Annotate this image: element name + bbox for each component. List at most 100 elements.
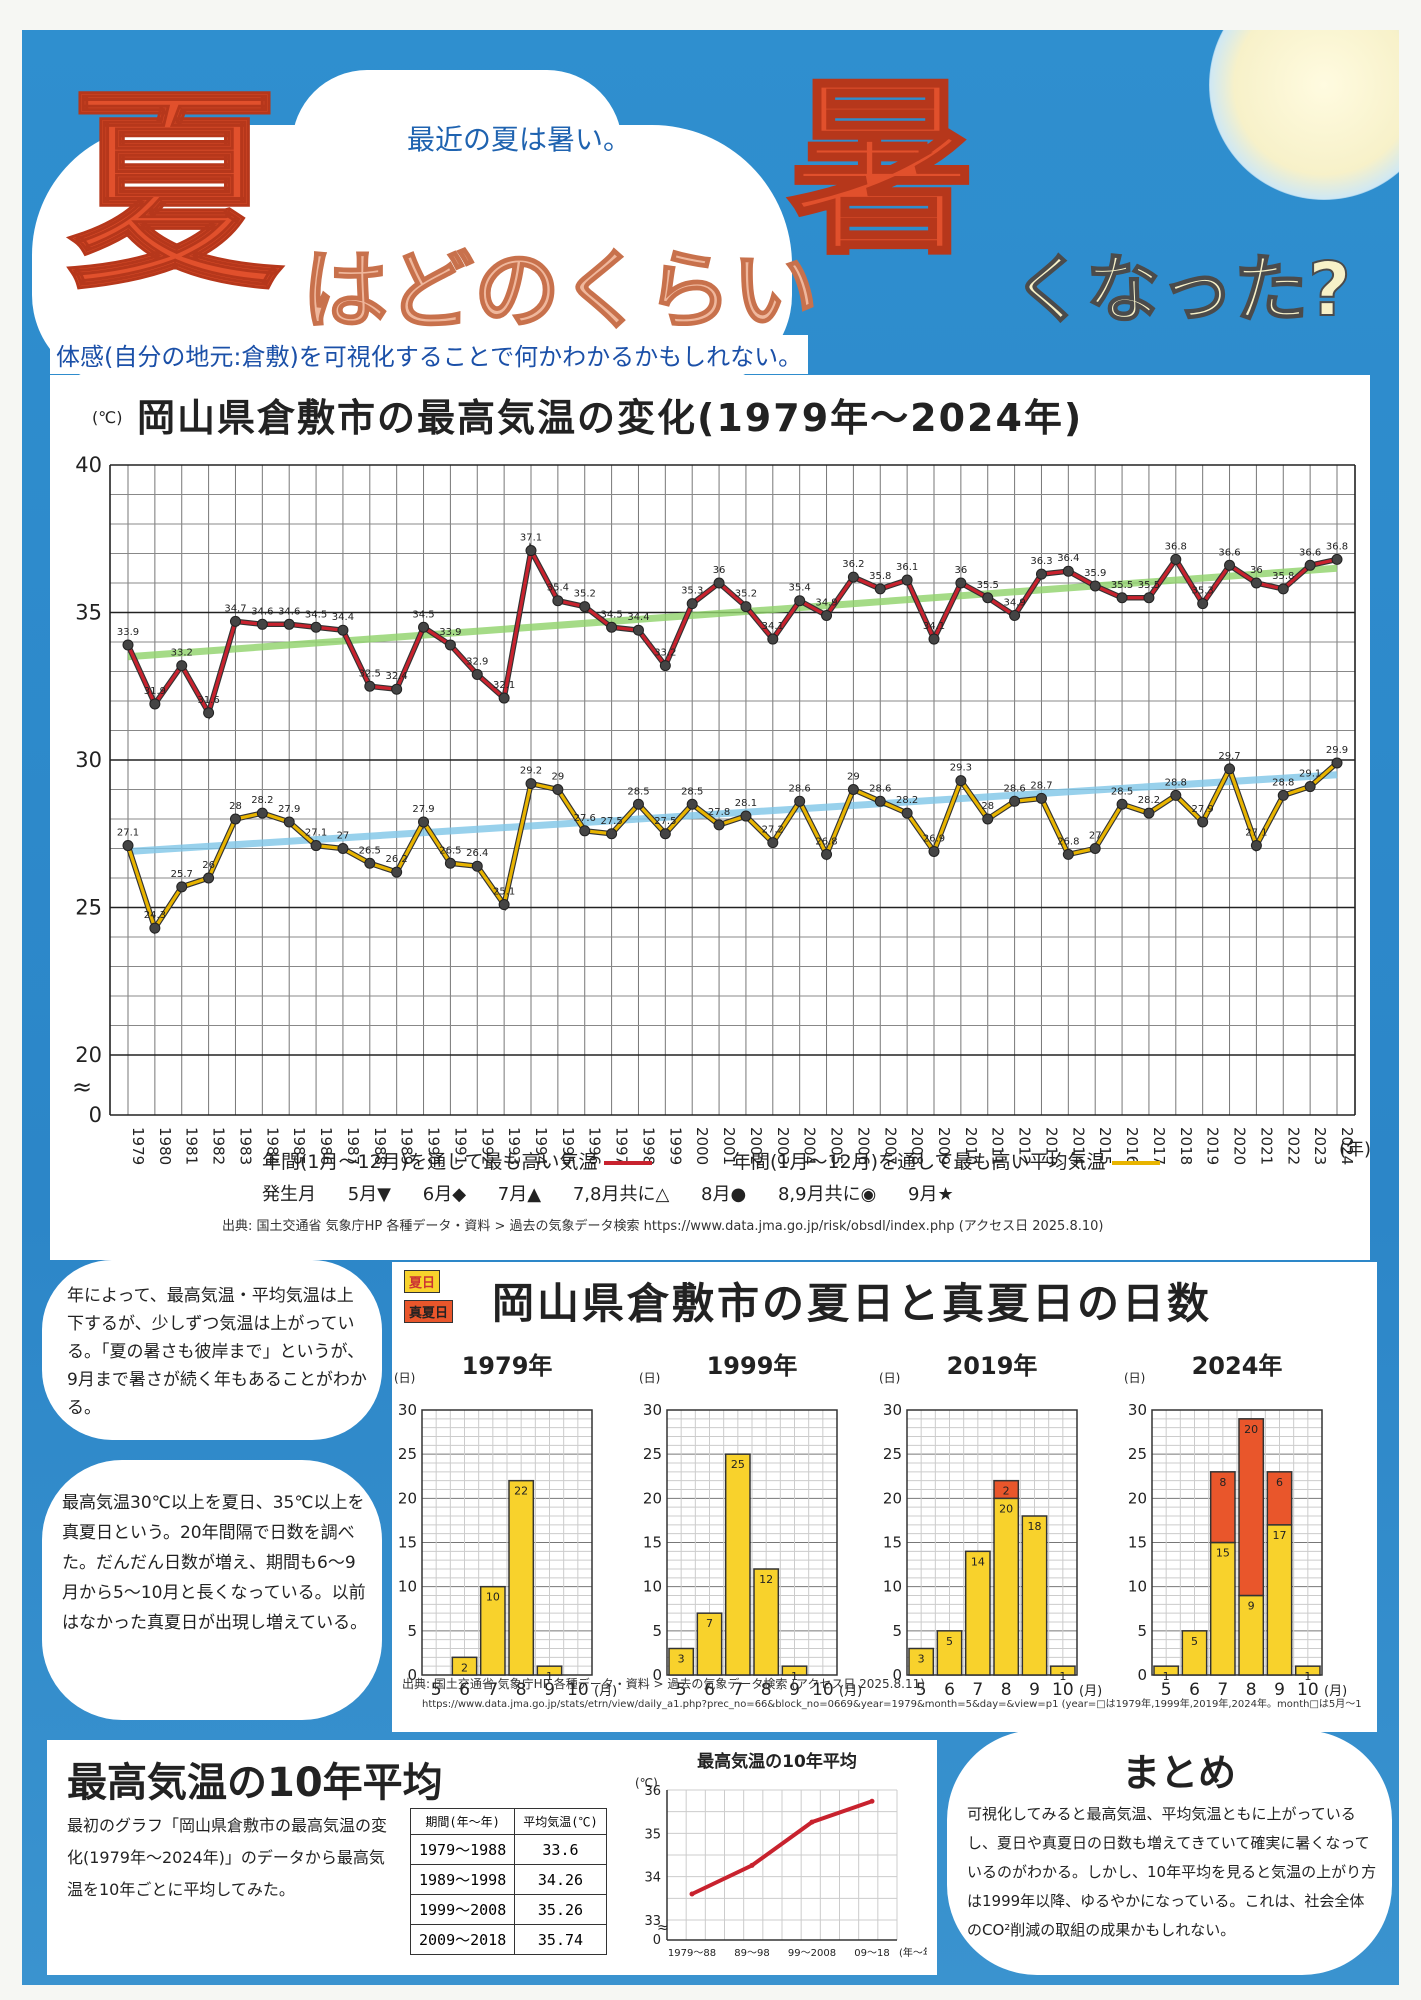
data-label: 29.2 bbox=[520, 766, 542, 777]
y-tick-label: 10 bbox=[643, 1578, 662, 1596]
x-tick-label: 8 bbox=[516, 1680, 527, 1700]
x-tick-label: 2013 bbox=[1042, 1127, 1060, 1165]
data-label: 28.2 bbox=[896, 795, 918, 806]
y-tick-label: 25 bbox=[398, 1445, 417, 1463]
data-point-marker bbox=[847, 571, 859, 583]
data-label: 28 bbox=[981, 801, 994, 812]
data-point-marker bbox=[364, 680, 376, 692]
x-tick-label: 8 bbox=[1246, 1680, 1257, 1700]
bar-summer-day bbox=[479, 1585, 506, 1676]
data-point-marker bbox=[256, 618, 268, 630]
bar-chart-title: 1999年 bbox=[707, 1352, 798, 1380]
bar-summer-day bbox=[908, 1647, 935, 1676]
x-tick-label: 1982 bbox=[210, 1127, 228, 1165]
data-point-marker bbox=[686, 798, 698, 810]
data-label: 29.1 bbox=[1299, 769, 1321, 780]
bar-summer-day bbox=[936, 1630, 963, 1676]
legend-max-label: 年間(1月〜12月)を通して最も高い気温 bbox=[262, 1151, 598, 1173]
axis-break-icon: ≈ bbox=[72, 1073, 92, 1101]
x-tick-label: 1981 bbox=[183, 1127, 201, 1165]
bar-midsummer-day bbox=[1209, 1471, 1236, 1544]
summary-title: まとめ bbox=[1122, 1751, 1237, 1795]
x-tick-label: 5 bbox=[1161, 1680, 1172, 1700]
y-tick-label: 20 bbox=[1128, 1489, 1147, 1507]
bar-summer-day bbox=[964, 1550, 991, 1676]
x-tick-label: 1991 bbox=[451, 1127, 469, 1165]
data-label: 32.9 bbox=[466, 656, 488, 667]
data-point-marker bbox=[552, 595, 564, 607]
data-point-marker bbox=[1062, 565, 1074, 577]
y-tick-label: 25 bbox=[883, 1445, 902, 1463]
data-point-marker bbox=[689, 1891, 695, 1897]
data-point-marker bbox=[1116, 798, 1128, 810]
data-label: 27.9 bbox=[278, 804, 300, 815]
data-label: 26.5 bbox=[439, 845, 461, 856]
data-label: 27.5 bbox=[654, 816, 676, 827]
legend-avg: 年間(1月〜12月)を通して最も高い平均気温 bbox=[732, 1147, 1160, 1174]
data-label: 26.8 bbox=[1057, 836, 1079, 847]
badge-summer-day: 夏日 bbox=[404, 1270, 441, 1293]
y-tick-label: 25 bbox=[1128, 1445, 1147, 1463]
data-label: 26.8 bbox=[815, 836, 837, 847]
data-label: 28.5 bbox=[681, 786, 703, 797]
data-label: 34.4 bbox=[627, 612, 649, 623]
data-label: 36.8 bbox=[1165, 541, 1187, 552]
data-point-marker bbox=[1009, 795, 1021, 807]
data-point-marker bbox=[821, 609, 833, 621]
data-label: 28.6 bbox=[1003, 783, 1025, 794]
x-tick-label: 2006 bbox=[854, 1127, 872, 1165]
data-label: 33.9 bbox=[439, 627, 461, 638]
x-tick-label: 2008 bbox=[908, 1127, 926, 1165]
x-tick-label: 1983 bbox=[236, 1127, 254, 1165]
bar-summer-day bbox=[753, 1568, 780, 1676]
bar-value-label: 1 bbox=[546, 1670, 553, 1683]
x-tick-label: 1993 bbox=[505, 1127, 523, 1165]
data-label: 34.6 bbox=[251, 606, 273, 617]
x-tick-label: 6 bbox=[944, 1680, 955, 1700]
plot-frame bbox=[421, 1409, 593, 1676]
avg-table-cell: 2009〜2018 bbox=[409, 1924, 516, 1955]
data-point-marker bbox=[1331, 553, 1343, 565]
x-tick-label: 2002 bbox=[747, 1127, 765, 1165]
data-label: 34.9 bbox=[815, 597, 837, 608]
data-label: 35.5 bbox=[1138, 580, 1160, 591]
y-tick-label: 0 bbox=[89, 1103, 102, 1127]
y-tick-label: 0 bbox=[407, 1666, 417, 1684]
y-tick-label: 33 bbox=[644, 1914, 661, 1929]
data-label: 36.3 bbox=[1030, 556, 1052, 567]
data-point-marker bbox=[122, 639, 134, 651]
x-tick-label: 1984 bbox=[263, 1127, 281, 1165]
x-tick-label: 1988 bbox=[371, 1127, 389, 1165]
bar-summer-day bbox=[1153, 1665, 1180, 1676]
legend-max-swatch bbox=[603, 1160, 652, 1165]
data-point-marker bbox=[955, 775, 967, 787]
x-tick-label: 7 bbox=[1217, 1680, 1228, 1700]
bar-value-label: 1 bbox=[1059, 1670, 1066, 1683]
y-tick-label: 20 bbox=[75, 1043, 102, 1067]
y-tick-label: 25 bbox=[75, 896, 102, 920]
data-point-marker bbox=[686, 598, 698, 610]
data-point-marker bbox=[740, 601, 752, 613]
y-tick-label: 10 bbox=[1128, 1578, 1147, 1596]
x-tick-label: 8 bbox=[761, 1680, 772, 1700]
bar-value-label: 8 bbox=[1219, 1476, 1226, 1489]
x-tick-label: 1985 bbox=[290, 1127, 308, 1165]
plot-frame bbox=[666, 1409, 838, 1676]
data-point-marker bbox=[391, 683, 403, 695]
x-tick-label: 5 bbox=[431, 1680, 442, 1700]
bar-chart-title: 2024年 bbox=[1192, 1352, 1283, 1380]
bar-chart-title: 2019年 bbox=[947, 1352, 1038, 1380]
plot-frame bbox=[906, 1409, 1078, 1676]
data-label: 27.6 bbox=[574, 813, 596, 824]
data-label: 28.5 bbox=[627, 786, 649, 797]
x-tick-label: 2024 bbox=[1338, 1127, 1356, 1165]
x-tick-label: 1987 bbox=[344, 1127, 362, 1165]
legend-avg-swatch bbox=[1111, 1160, 1160, 1165]
data-point-marker bbox=[1116, 592, 1128, 604]
y-unit-label: (日) bbox=[394, 1371, 415, 1385]
x-tick-label: 2023 bbox=[1311, 1127, 1329, 1165]
data-label: 27.2 bbox=[762, 825, 784, 836]
bar-summer-day bbox=[1021, 1515, 1048, 1676]
data-point-marker bbox=[982, 813, 994, 825]
x-tick-label: 2011 bbox=[989, 1127, 1007, 1165]
